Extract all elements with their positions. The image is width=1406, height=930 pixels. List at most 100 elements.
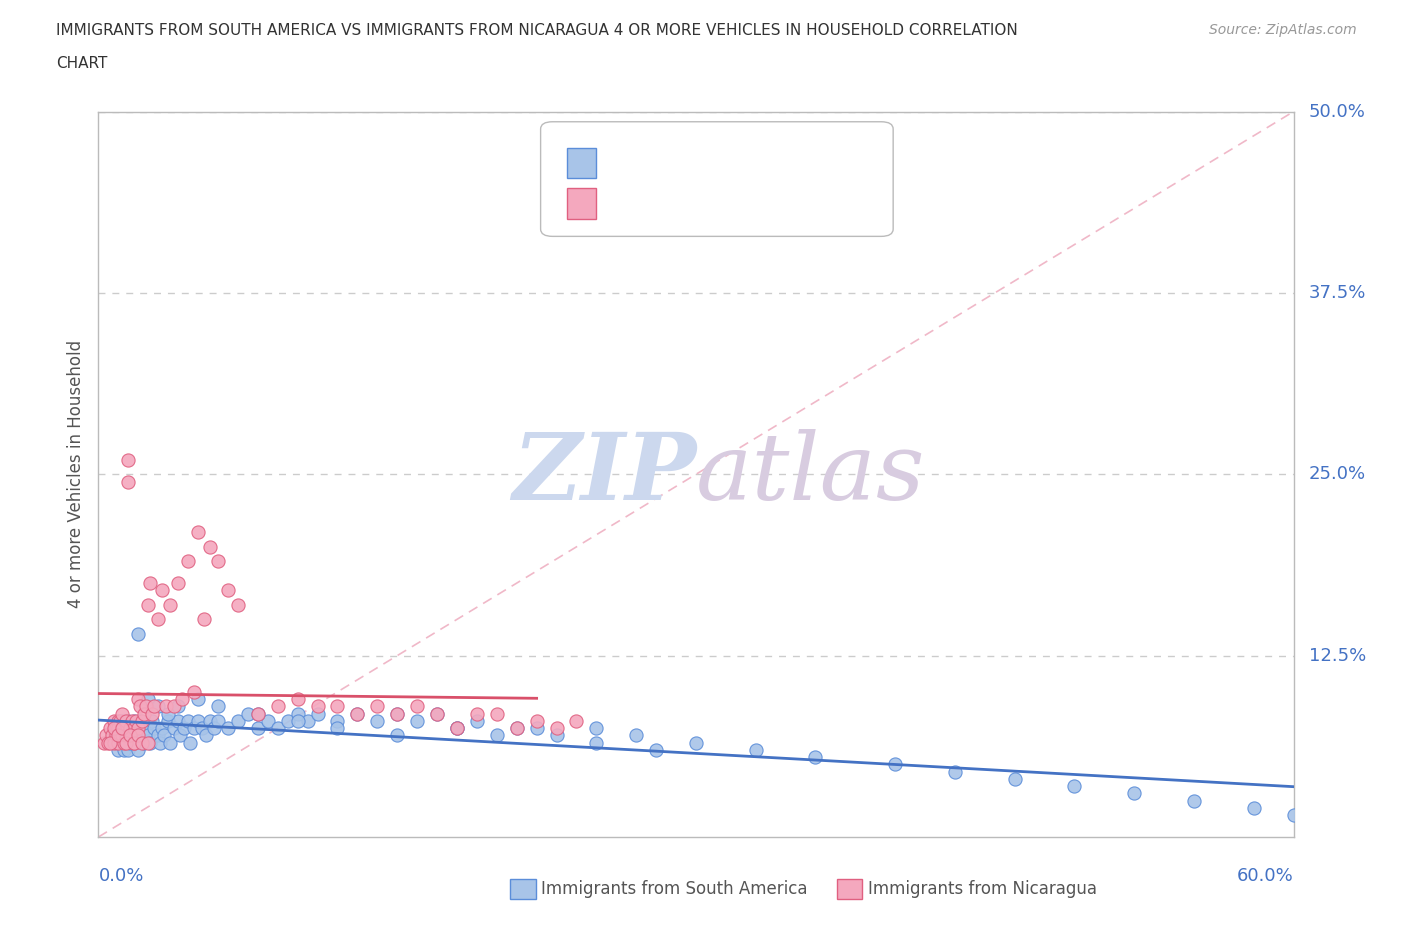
Point — [226, 713, 249, 728]
Point — [103, 713, 125, 728]
Point — [645, 742, 668, 757]
Point — [124, 736, 146, 751]
Point — [129, 699, 152, 714]
Text: N = 80: N = 80 — [801, 194, 860, 213]
Point — [406, 699, 429, 714]
Point — [115, 713, 138, 728]
Text: Immigrants from South America: Immigrants from South America — [541, 880, 808, 898]
Point — [256, 713, 278, 728]
Point — [150, 583, 173, 598]
Point — [111, 736, 134, 751]
Point — [143, 721, 166, 736]
Point — [103, 736, 125, 751]
Point — [143, 699, 166, 714]
Point — [287, 713, 309, 728]
Point — [112, 721, 135, 736]
Text: 25.0%: 25.0% — [1309, 465, 1367, 484]
Point — [112, 721, 135, 736]
Point — [127, 721, 149, 736]
Point — [297, 713, 319, 728]
Point — [217, 583, 239, 598]
Point — [565, 713, 588, 728]
Point — [198, 713, 221, 728]
Point — [406, 713, 429, 728]
Point — [103, 728, 125, 743]
Point — [141, 713, 163, 728]
FancyBboxPatch shape — [510, 879, 536, 899]
Point — [155, 699, 177, 714]
Point — [129, 713, 152, 728]
Point — [125, 728, 148, 743]
Point — [135, 699, 157, 714]
Point — [585, 736, 607, 751]
Point — [121, 713, 143, 728]
Point — [97, 736, 120, 751]
Point — [159, 597, 181, 612]
FancyBboxPatch shape — [567, 148, 596, 179]
Point — [110, 728, 132, 743]
Point — [207, 699, 229, 714]
Point — [585, 721, 607, 736]
Text: ZIP: ZIP — [512, 430, 696, 519]
Point — [177, 554, 200, 569]
Point — [131, 713, 153, 728]
Point — [121, 721, 143, 736]
Point — [169, 728, 191, 743]
Point — [167, 713, 190, 728]
Point — [135, 721, 157, 736]
Point — [115, 736, 138, 751]
Point — [150, 721, 173, 736]
Point — [506, 721, 529, 736]
Point — [246, 706, 269, 721]
Point — [167, 576, 190, 591]
Point — [117, 721, 139, 736]
Point — [546, 728, 568, 743]
Point — [136, 736, 159, 751]
Point — [117, 452, 139, 467]
Point — [148, 728, 170, 743]
Point — [107, 742, 129, 757]
Point — [385, 706, 409, 721]
Point — [107, 736, 129, 751]
Text: 0.0%: 0.0% — [98, 868, 143, 885]
Point — [124, 713, 146, 728]
Point — [385, 706, 409, 721]
Point — [446, 721, 468, 736]
Point — [127, 728, 149, 743]
Point — [98, 736, 122, 751]
Point — [385, 728, 409, 743]
Point — [107, 713, 129, 728]
Point — [115, 728, 138, 743]
Point — [103, 721, 125, 736]
Point — [112, 742, 135, 757]
Point — [307, 706, 329, 721]
Point — [124, 736, 146, 751]
Point — [148, 699, 170, 714]
Y-axis label: 4 or more Vehicles in Household: 4 or more Vehicles in Household — [66, 340, 84, 608]
Point — [120, 728, 142, 743]
Point — [804, 750, 827, 764]
Point — [246, 706, 269, 721]
Point — [120, 721, 142, 736]
Point — [139, 736, 162, 751]
Point — [173, 721, 195, 736]
Text: 37.5%: 37.5% — [1309, 284, 1367, 302]
Point — [485, 728, 508, 743]
Point — [506, 721, 529, 736]
Point — [157, 713, 180, 728]
Point — [115, 736, 138, 751]
Text: Immigrants from Nicaragua: Immigrants from Nicaragua — [868, 880, 1097, 898]
Point — [163, 721, 186, 736]
Point — [183, 721, 205, 736]
Point — [124, 721, 146, 736]
Point — [326, 713, 349, 728]
Point — [217, 721, 239, 736]
Point — [157, 706, 180, 721]
Point — [465, 713, 488, 728]
Text: R = -0.427: R = -0.427 — [603, 154, 703, 172]
Point — [426, 706, 449, 721]
Point — [1063, 778, 1085, 793]
Point — [105, 728, 128, 743]
Point — [131, 728, 153, 743]
Point — [1004, 772, 1026, 787]
